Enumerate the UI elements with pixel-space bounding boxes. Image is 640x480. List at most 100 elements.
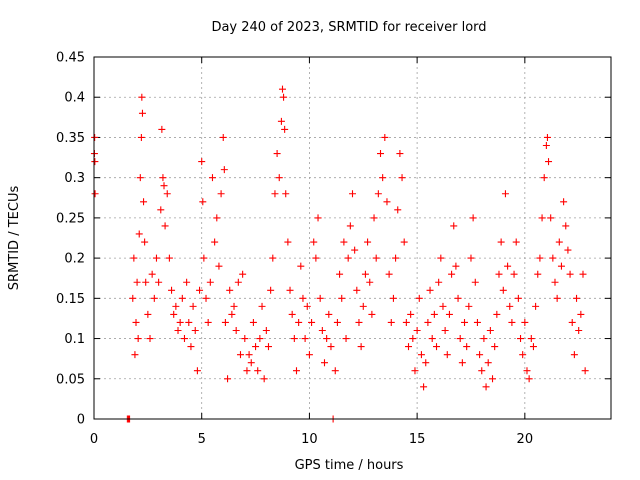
data-point bbox=[140, 198, 148, 206]
y-tick-label: 0 bbox=[77, 413, 85, 428]
data-point bbox=[400, 238, 408, 246]
data-point bbox=[374, 190, 382, 198]
data-point bbox=[510, 270, 518, 278]
data-point bbox=[504, 262, 512, 270]
data-point bbox=[305, 351, 313, 359]
data-point bbox=[456, 335, 464, 343]
data-point bbox=[387, 318, 395, 326]
data-point bbox=[525, 375, 533, 383]
data-point bbox=[355, 318, 363, 326]
data-point bbox=[346, 222, 354, 230]
data-point bbox=[208, 174, 216, 182]
data-point bbox=[389, 294, 397, 302]
data-point bbox=[299, 294, 307, 302]
data-point bbox=[254, 367, 262, 375]
y-tick-label: 0.35 bbox=[56, 131, 85, 146]
data-point bbox=[159, 174, 167, 182]
data-point bbox=[170, 310, 178, 318]
data-point bbox=[383, 198, 391, 206]
x-tick-label: 0 bbox=[90, 432, 98, 447]
data-point bbox=[486, 327, 494, 335]
x-tick-label: 20 bbox=[517, 432, 534, 447]
data-point bbox=[157, 206, 165, 214]
data-point bbox=[538, 214, 546, 222]
data-point bbox=[562, 222, 570, 230]
data-point bbox=[381, 133, 389, 141]
data-point bbox=[199, 198, 207, 206]
data-point bbox=[333, 318, 341, 326]
data-point bbox=[570, 351, 578, 359]
data-point bbox=[392, 254, 400, 262]
data-point bbox=[529, 343, 537, 351]
data-point bbox=[357, 343, 365, 351]
data-points bbox=[90, 85, 589, 423]
data-point bbox=[243, 367, 251, 375]
data-point bbox=[180, 335, 188, 343]
data-point bbox=[448, 270, 456, 278]
data-point bbox=[482, 383, 490, 391]
data-point bbox=[396, 150, 404, 158]
data-point bbox=[519, 351, 527, 359]
data-point bbox=[422, 359, 430, 367]
data-point bbox=[441, 327, 449, 335]
data-point bbox=[158, 125, 166, 133]
data-point bbox=[193, 367, 201, 375]
data-point bbox=[566, 270, 574, 278]
data-point bbox=[564, 246, 572, 254]
x-axis-label: GPS time / hours bbox=[295, 458, 404, 473]
data-point bbox=[252, 343, 260, 351]
data-point bbox=[405, 343, 413, 351]
data-point bbox=[273, 150, 281, 158]
data-point bbox=[512, 238, 520, 246]
data-point bbox=[215, 262, 223, 270]
y-tick-label: 0.1 bbox=[64, 332, 85, 347]
data-point bbox=[301, 335, 309, 343]
data-point bbox=[155, 278, 163, 286]
data-point bbox=[206, 278, 214, 286]
data-point bbox=[555, 238, 563, 246]
data-point bbox=[493, 310, 501, 318]
data-point bbox=[428, 335, 436, 343]
data-point bbox=[473, 318, 481, 326]
data-point bbox=[135, 230, 143, 238]
data-point bbox=[521, 318, 529, 326]
data-point bbox=[415, 294, 423, 302]
data-point bbox=[220, 166, 228, 174]
data-point bbox=[161, 222, 169, 230]
data-point bbox=[540, 174, 548, 182]
grid bbox=[94, 57, 611, 419]
data-point bbox=[514, 294, 522, 302]
data-point bbox=[132, 318, 140, 326]
data-point bbox=[568, 318, 576, 326]
data-point bbox=[417, 351, 425, 359]
data-point bbox=[532, 302, 540, 310]
data-point bbox=[379, 174, 387, 182]
data-point bbox=[547, 214, 555, 222]
axis-ticks: 0 0.05 0.1 0.15 0.2 0.25 0.3 0.35 0.4 0.45 0 5 10 15 2… bbox=[56, 51, 611, 447]
data-point bbox=[284, 238, 292, 246]
x-tick-label: 10 bbox=[301, 432, 318, 447]
data-point bbox=[198, 158, 206, 166]
data-point bbox=[489, 375, 497, 383]
data-point bbox=[495, 270, 503, 278]
data-point bbox=[366, 278, 374, 286]
data-point bbox=[377, 150, 385, 158]
y-tick-label: 0.45 bbox=[56, 51, 85, 66]
data-point bbox=[134, 335, 142, 343]
y-tick-label: 0.4 bbox=[64, 91, 85, 106]
data-point bbox=[264, 343, 272, 351]
data-point bbox=[318, 327, 326, 335]
data-point bbox=[183, 278, 191, 286]
data-point bbox=[292, 367, 300, 375]
data-point bbox=[361, 270, 369, 278]
data-point bbox=[260, 375, 268, 383]
data-point bbox=[308, 318, 316, 326]
data-point bbox=[297, 262, 305, 270]
data-point bbox=[277, 117, 285, 125]
data-point bbox=[342, 335, 350, 343]
data-point bbox=[506, 302, 514, 310]
data-point bbox=[543, 133, 551, 141]
data-point bbox=[439, 302, 447, 310]
data-point bbox=[91, 133, 99, 141]
